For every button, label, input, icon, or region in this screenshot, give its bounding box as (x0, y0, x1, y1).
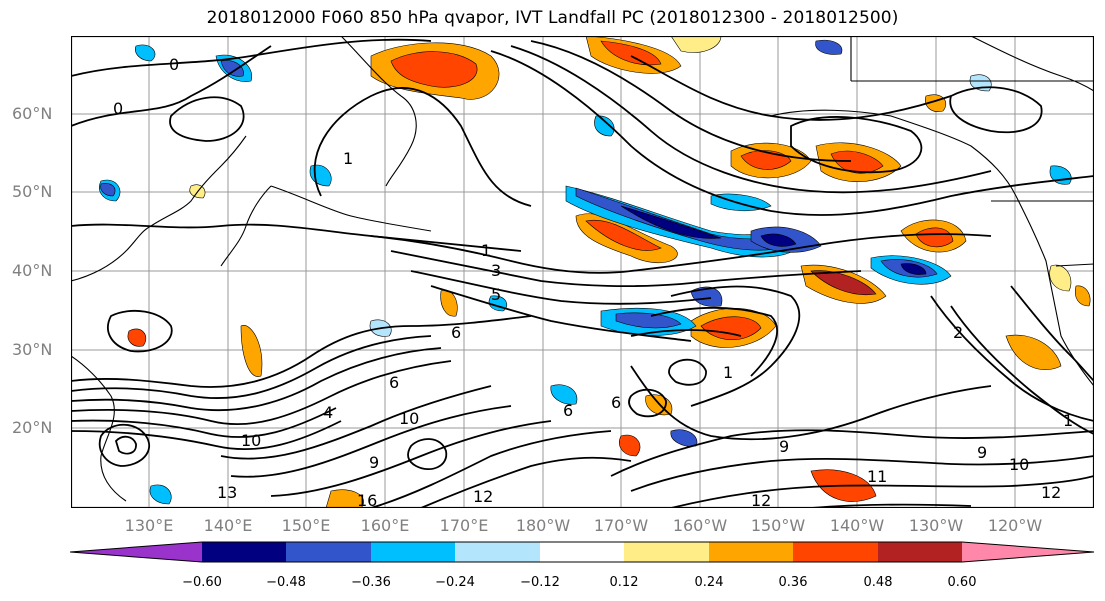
map-title: 2018012000 F060 850 hPa qvapor, IVT Land… (206, 8, 899, 28)
colorbar-tick-label: −0.24 (435, 575, 475, 590)
colorbar-segment (202, 542, 286, 562)
colorbar-tick-label: 0.24 (694, 575, 724, 590)
colorbar-tick-label: 0.12 (609, 575, 639, 590)
contour-labels: 0 0 1 1 3 5 2 1 1 4 6 6 10 10 9 9 9 10 1… (113, 55, 1073, 508)
lon-label-150w: 150°W (750, 516, 806, 535)
contour-label: 13 (217, 483, 237, 502)
contour-label: 9 (977, 443, 987, 462)
contour-label: 0 (169, 55, 179, 74)
lon-label-170e: 170°E (439, 516, 489, 535)
contour-label: 1 (343, 149, 353, 168)
lon-label-130w: 130°W (908, 516, 964, 535)
contour-label: 6 (389, 373, 399, 392)
map-panel: 0 0 1 1 3 5 2 1 1 4 6 6 10 10 9 9 9 10 1… (71, 36, 1094, 508)
contour-label: 12 (1041, 483, 1061, 502)
contour-label: 12 (473, 487, 493, 506)
contour-label: 1 (481, 241, 491, 260)
colorbar-outline (70, 541, 1095, 563)
contour-label: 16 (357, 491, 377, 508)
lon-label-160e: 160°E (360, 516, 410, 535)
colorbar-segment (624, 542, 709, 562)
contour-label: 10 (1009, 455, 1029, 474)
contour-label: 12 (751, 491, 771, 508)
contour-label: 5 (491, 285, 501, 304)
colorbar-tick-label: 0.60 (947, 575, 977, 590)
colorbar-segment (878, 542, 962, 562)
lon-label-180w: 180°W (515, 516, 571, 535)
contour-label: 10 (241, 431, 261, 450)
lat-label-30n: 30°N (12, 340, 53, 359)
colorbar (70, 541, 1095, 563)
lon-label-140e: 140°E (203, 516, 253, 535)
contour-label: 6 (563, 401, 573, 420)
contour-label: 9 (779, 437, 789, 456)
colorbar-segment (793, 542, 878, 562)
colorbar-tick-label: 0.48 (863, 575, 893, 590)
colorbar-segment (962, 542, 1094, 562)
colorbar-tick-label: −0.48 (266, 575, 306, 590)
lon-label-140w: 140°W (829, 516, 885, 535)
contour-label: 4 (323, 403, 333, 422)
lon-label-120w: 120°W (987, 516, 1043, 535)
colorbar-segment (371, 542, 455, 562)
contour-label: 6 (611, 393, 621, 412)
contour-label: 2 (953, 323, 963, 342)
colorbar-segment (70, 542, 202, 562)
colorbar-tick-label: −0.12 (520, 575, 560, 590)
colorbar-segment (286, 542, 371, 562)
lat-label-20n: 20°N (12, 418, 53, 437)
colorbar-tick-label: −0.36 (351, 575, 391, 590)
contour-label: 1 (723, 363, 733, 382)
lon-label-170w: 170°W (593, 516, 649, 535)
contour-label: 10 (399, 409, 419, 428)
lon-label-130e: 130°E (124, 516, 174, 535)
lon-label-160w: 160°W (672, 516, 728, 535)
contour-label: 0 (113, 99, 123, 118)
colorbar-tick-label: −0.60 (182, 575, 222, 590)
colorbar-segment (709, 542, 793, 562)
contour-label: 9 (369, 453, 379, 472)
colorbar-tick-label: 0.36 (778, 575, 808, 590)
colorbar-segment (455, 542, 540, 562)
positive-anomaly-patches (127, 36, 1091, 508)
negative-anomaly-patches (99, 39, 1072, 505)
lat-label-40n: 40°N (12, 261, 53, 280)
contour-label: 3 (491, 261, 501, 280)
colorbar-segment (540, 542, 624, 562)
contour-label: 11 (867, 467, 887, 486)
ivt-contours (71, 38, 1094, 508)
contour-label: 6 (451, 323, 461, 342)
lon-label-150e: 150°E (281, 516, 331, 535)
lat-label-60n: 60°N (12, 104, 53, 123)
contour-label: 1 (1063, 411, 1073, 430)
lat-label-50n: 50°N (12, 182, 53, 201)
